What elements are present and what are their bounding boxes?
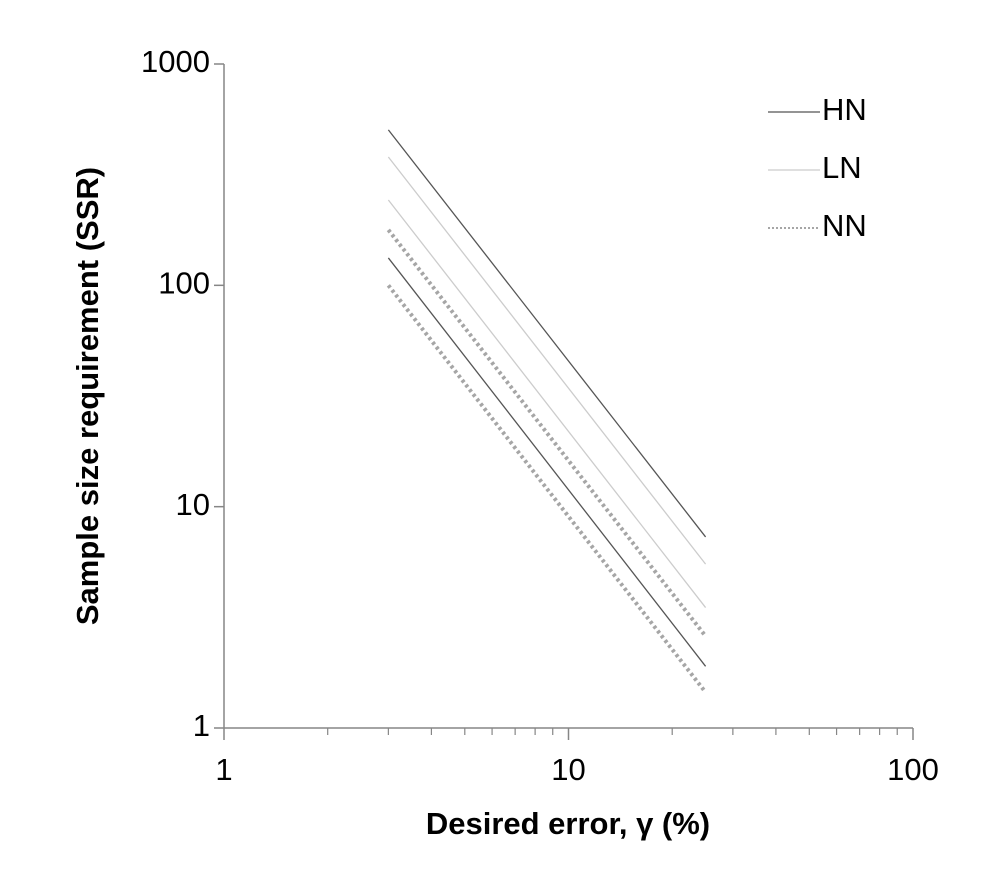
- legend-label: NN: [822, 208, 867, 243]
- y-tick-label: 100: [158, 266, 210, 301]
- y-tick-label: 10: [176, 487, 210, 522]
- y-tick-label: 1: [193, 708, 210, 743]
- legend-label: HN: [822, 92, 867, 127]
- series-line: [386, 284, 708, 694]
- y-tick-label: 1000: [141, 44, 210, 79]
- series-line: [387, 199, 707, 608]
- series-line: [386, 228, 708, 638]
- x-tick-label: 10: [551, 752, 585, 787]
- series-line: [387, 257, 707, 667]
- series-line: [387, 129, 707, 538]
- x-tick-label: 100: [887, 752, 939, 787]
- x-axis-label: Desired error, γ (%): [426, 806, 710, 841]
- series-line: [387, 156, 707, 565]
- x-tick-label: 1: [215, 752, 232, 787]
- y-axis-label: Sample size requirement (SSR): [70, 167, 105, 625]
- legend-label: LN: [822, 150, 862, 185]
